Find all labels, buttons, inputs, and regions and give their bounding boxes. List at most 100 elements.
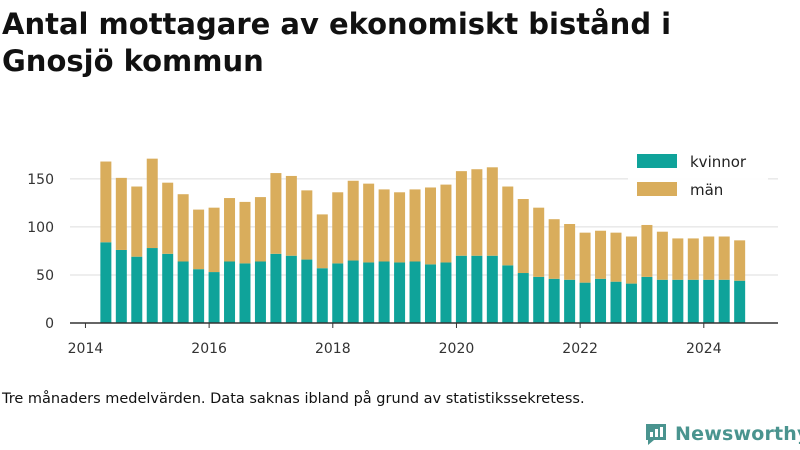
- bar-man-37: [672, 238, 684, 280]
- x-tick-label-2020: 2020: [439, 341, 475, 357]
- bar-man-17: [363, 183, 375, 263]
- bar-man-4: [162, 182, 174, 254]
- bar-kvinnor-36: [656, 279, 668, 323]
- bar-kvinnor-12: [285, 255, 297, 323]
- bar-kvinnor-38: [687, 279, 699, 323]
- bar-man-40: [718, 236, 730, 280]
- bar-man-22: [440, 184, 452, 263]
- bar-kvinnor-7: [208, 272, 220, 323]
- bar-kvinnor-29: [548, 278, 560, 323]
- bar-kvinnor-10: [254, 261, 266, 323]
- bar-man-14: [316, 214, 328, 269]
- bar-chart: 0 50 100 150 2014 2016 2018 2020 2022 2024 kvinnor…: [27, 153, 778, 357]
- bar-kvinnor-33: [610, 281, 622, 323]
- y-tick-label-50: 50: [36, 268, 54, 284]
- bar-man-31: [579, 232, 591, 283]
- bar-man-33: [610, 232, 622, 282]
- x-tick-label-2022: 2022: [562, 341, 598, 357]
- bar-man-6: [193, 209, 205, 270]
- bar-man-23: [455, 171, 467, 256]
- bar-kvinnor-41: [734, 280, 746, 323]
- x-tick-label-2014: 2014: [68, 341, 104, 357]
- bar-man-29: [548, 219, 560, 279]
- bar-man-2: [131, 186, 143, 257]
- x-tick-label-2018: 2018: [315, 341, 351, 357]
- bar-man-27: [517, 199, 529, 274]
- bar-man-21: [424, 187, 436, 265]
- bar-man-25: [486, 167, 498, 256]
- y-tick-label-0: 0: [45, 316, 54, 332]
- bar-kvinnor-35: [641, 276, 653, 323]
- bar-kvinnor-6: [193, 269, 205, 323]
- bar-man-36: [656, 231, 668, 280]
- bar-kvinnor-24: [471, 255, 483, 323]
- bar-man-12: [285, 175, 297, 256]
- bar-kvinnor-39: [703, 279, 715, 323]
- legend-label-man: män: [690, 181, 723, 199]
- bar-man-16: [347, 180, 359, 261]
- bar-man-7: [208, 207, 220, 273]
- bar-kvinnor-26: [502, 265, 514, 323]
- bar-kvinnor-34: [625, 283, 637, 323]
- bar-kvinnor-20: [409, 261, 421, 323]
- bar-kvinnor-16: [347, 260, 359, 323]
- chart-caption: Tre månaders medelvärden. Data saknas ib…: [2, 391, 585, 407]
- bar-man-41: [734, 240, 746, 281]
- bar-man-30: [564, 224, 576, 280]
- bar-kvinnor-3: [146, 248, 158, 323]
- legend-label-kvinnor: kvinnor: [690, 153, 747, 171]
- bar-kvinnor-32: [595, 278, 607, 323]
- bar-man-3: [146, 158, 158, 249]
- bar-man-19: [394, 192, 406, 263]
- bar-kvinnor-1: [115, 249, 127, 323]
- bar-kvinnor-18: [378, 261, 390, 323]
- newsworthy-logo-text: Newsworthy: [675, 423, 800, 445]
- bar-man-24: [471, 169, 483, 256]
- bar-man-20: [409, 189, 421, 262]
- bar-man-26: [502, 186, 514, 266]
- bar-kvinnor-4: [162, 253, 174, 323]
- y-tick-label-150: 150: [27, 172, 54, 188]
- bar-man-13: [301, 190, 313, 260]
- bar-man-18: [378, 189, 390, 262]
- bar-kvinnor-23: [455, 255, 467, 323]
- bar-man-28: [533, 207, 545, 277]
- bar-man-38: [687, 238, 699, 280]
- bar-kvinnor-5: [177, 261, 189, 323]
- bar-man-10: [254, 197, 266, 262]
- bar-man-1: [115, 177, 127, 250]
- bar-kvinnor-22: [440, 262, 452, 323]
- bar-kvinnor-15: [332, 263, 344, 323]
- y-tick-label-100: 100: [27, 220, 54, 236]
- bar-kvinnor-17: [363, 262, 375, 323]
- bar-kvinnor-0: [100, 242, 112, 323]
- bar-kvinnor-11: [270, 253, 282, 323]
- legend-swatch-man: [637, 182, 677, 196]
- bar-kvinnor-8: [224, 261, 236, 323]
- bar-kvinnor-19: [394, 262, 406, 323]
- bar-kvinnor-25: [486, 255, 498, 323]
- bar-man-32: [595, 230, 607, 279]
- newsworthy-logo: Newsworthy: [643, 420, 800, 448]
- bar-man-34: [625, 236, 637, 284]
- x-tick-label-2024: 2024: [686, 341, 722, 357]
- bar-kvinnor-2: [131, 256, 143, 323]
- legend-swatch-kvinnor: [637, 154, 677, 168]
- bar-kvinnor-27: [517, 273, 529, 323]
- bar-man-0: [100, 161, 112, 243]
- bar-man-5: [177, 194, 189, 262]
- bar-kvinnor-9: [239, 263, 251, 323]
- chart-title: Antal mottagare av ekonomiskt bistånd i …: [2, 7, 672, 78]
- x-tick-label-2016: 2016: [191, 341, 227, 357]
- bar-kvinnor-31: [579, 282, 591, 323]
- bar-man-8: [224, 198, 236, 262]
- bar-kvinnor-14: [316, 268, 328, 323]
- bar-kvinnor-13: [301, 259, 313, 323]
- bar-man-35: [641, 224, 653, 277]
- bar-kvinnor-40: [718, 279, 730, 323]
- bar-kvinnor-28: [533, 276, 545, 323]
- bar-man-39: [703, 236, 715, 280]
- bar-kvinnor-37: [672, 279, 684, 323]
- bar-kvinnor-21: [424, 264, 436, 323]
- bar-man-15: [332, 192, 344, 264]
